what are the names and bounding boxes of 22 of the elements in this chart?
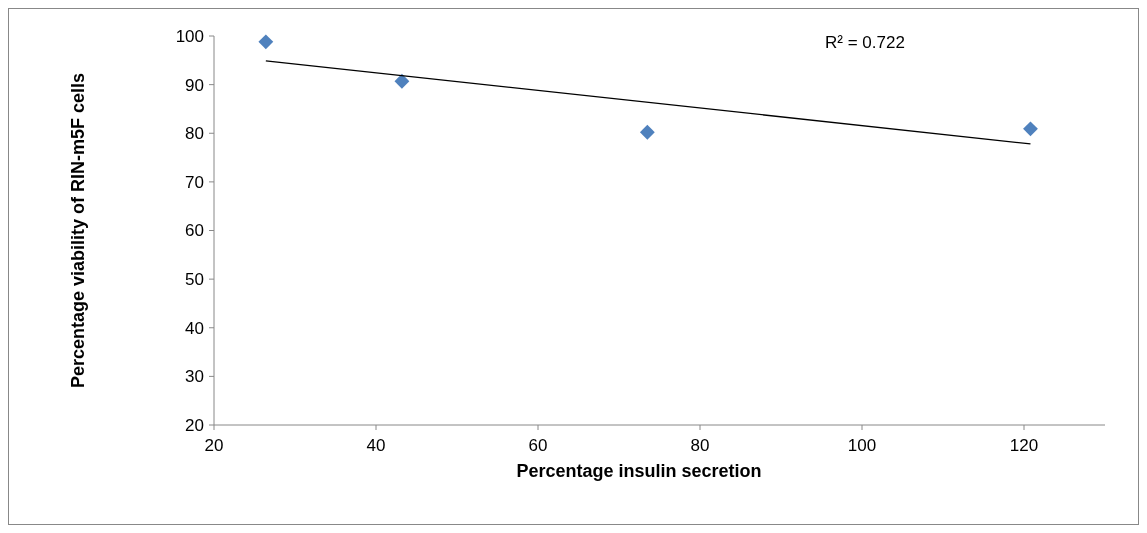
point [639, 124, 655, 140]
x-tick-label: 100 [847, 436, 877, 455]
x-tick-label: 20 [204, 436, 224, 455]
annotation: R² = 0.722 [825, 33, 905, 52]
y-tick-label: 40 [185, 318, 204, 338]
y-axis-title: Percentage viability of RIN-m5F cells [68, 72, 88, 389]
point [1023, 121, 1038, 137]
y-tick-label: 30 [185, 367, 204, 387]
point [258, 34, 274, 50]
x-tick-label: 40 [366, 436, 386, 455]
point [394, 73, 410, 89]
y-tick-label: 70 [185, 172, 204, 192]
x-tick-label: 60 [528, 436, 548, 455]
y-tick-label: 80 [185, 124, 204, 144]
x-tick-label: 80 [690, 436, 710, 455]
y-tick-label: 60 [185, 221, 204, 241]
y-tick-label: 100 [175, 26, 204, 46]
y-tick-label: 90 [185, 75, 204, 95]
y-tick-label: 20 [185, 415, 204, 435]
x-tick-label: 120 [1009, 436, 1039, 455]
y-tick-label: 50 [185, 270, 204, 290]
x-axis-title: Percentage insulin secretion [516, 461, 762, 481]
